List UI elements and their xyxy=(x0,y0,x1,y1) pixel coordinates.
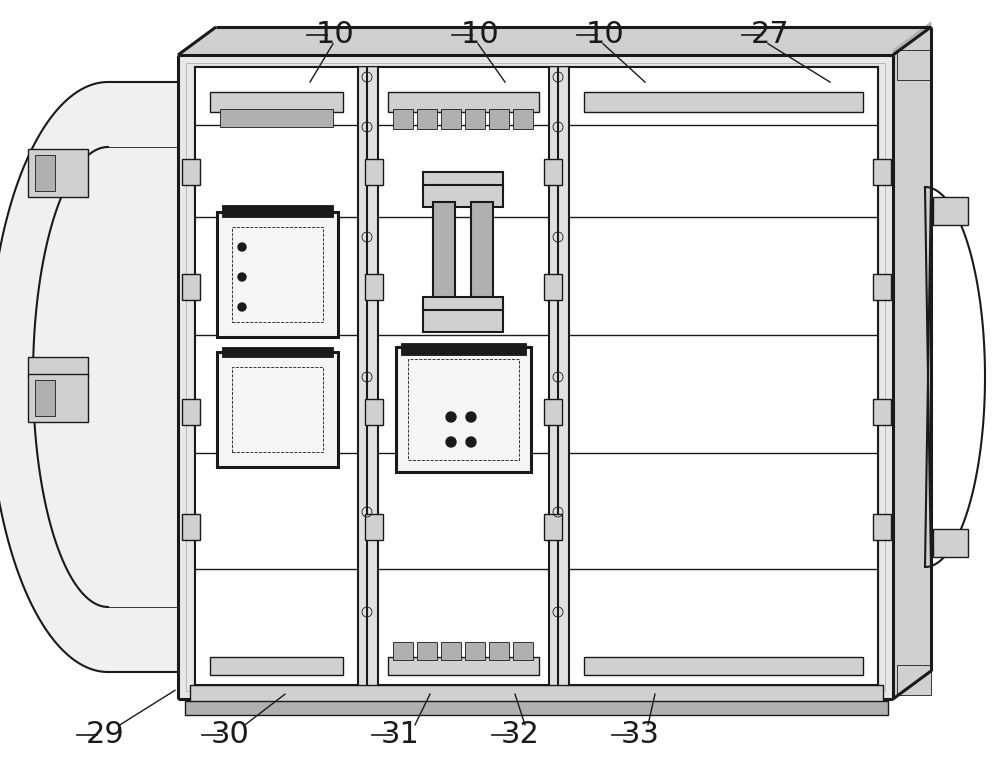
Bar xyxy=(186,63,885,691)
Polygon shape xyxy=(0,82,178,672)
Bar xyxy=(897,665,931,695)
Bar xyxy=(423,297,503,312)
Text: 29: 29 xyxy=(86,720,124,749)
Bar xyxy=(388,92,539,112)
Circle shape xyxy=(238,273,246,281)
Polygon shape xyxy=(893,27,931,699)
Bar xyxy=(220,109,333,127)
Bar xyxy=(182,159,200,185)
Polygon shape xyxy=(178,27,931,55)
Text: 10: 10 xyxy=(586,20,624,49)
Polygon shape xyxy=(893,22,931,55)
Bar xyxy=(423,310,503,332)
Bar xyxy=(232,367,323,452)
Bar xyxy=(222,205,333,217)
Bar xyxy=(28,374,88,422)
Bar xyxy=(408,359,519,460)
Text: 10: 10 xyxy=(461,20,499,49)
Circle shape xyxy=(466,437,476,447)
Bar xyxy=(897,50,931,80)
Bar xyxy=(365,399,383,425)
Bar xyxy=(190,685,883,703)
Bar xyxy=(471,202,493,302)
Bar xyxy=(232,227,323,322)
Bar xyxy=(393,642,413,660)
Bar xyxy=(465,109,485,129)
Bar xyxy=(489,109,509,129)
Bar xyxy=(544,159,562,185)
Bar xyxy=(465,642,485,660)
Bar xyxy=(195,67,358,685)
Text: 10: 10 xyxy=(316,20,354,49)
Bar xyxy=(35,155,55,191)
Circle shape xyxy=(238,243,246,251)
Bar xyxy=(210,657,343,675)
Text: 32: 32 xyxy=(501,720,539,749)
Bar xyxy=(378,67,549,685)
Bar xyxy=(569,67,878,685)
Text: 31: 31 xyxy=(381,720,419,749)
Bar xyxy=(195,67,878,685)
Bar xyxy=(584,657,863,675)
Bar xyxy=(365,159,383,185)
Bar xyxy=(544,514,562,540)
Bar xyxy=(210,92,343,112)
Bar xyxy=(933,529,968,557)
Bar xyxy=(28,357,88,377)
Bar xyxy=(393,109,413,129)
Bar xyxy=(873,159,891,185)
Text: 33: 33 xyxy=(620,720,660,749)
Bar xyxy=(441,109,461,129)
Bar xyxy=(513,642,533,660)
Bar xyxy=(396,347,531,472)
Bar xyxy=(513,109,533,129)
Bar xyxy=(28,149,88,197)
Bar xyxy=(417,109,437,129)
Bar xyxy=(182,514,200,540)
Bar xyxy=(378,67,549,685)
Text: 27: 27 xyxy=(751,20,789,49)
Bar xyxy=(569,67,878,685)
Bar xyxy=(933,197,968,225)
Bar xyxy=(423,185,503,207)
Bar xyxy=(423,172,503,187)
Bar xyxy=(441,642,461,660)
Bar xyxy=(873,274,891,300)
Bar xyxy=(217,212,338,337)
Bar xyxy=(178,55,893,699)
Bar xyxy=(544,399,562,425)
Bar xyxy=(584,92,863,112)
Bar xyxy=(222,347,333,357)
Circle shape xyxy=(446,437,456,447)
Text: 30: 30 xyxy=(211,720,249,749)
Bar xyxy=(35,380,55,416)
Bar xyxy=(544,274,562,300)
Bar xyxy=(185,701,888,715)
Bar xyxy=(873,514,891,540)
Bar xyxy=(401,343,526,355)
Bar xyxy=(873,399,891,425)
Bar xyxy=(195,67,358,685)
Bar xyxy=(365,274,383,300)
Bar xyxy=(358,67,378,685)
Circle shape xyxy=(238,303,246,311)
Bar xyxy=(417,642,437,660)
Bar xyxy=(489,642,509,660)
Bar xyxy=(182,274,200,300)
Bar xyxy=(217,352,338,467)
Bar xyxy=(549,67,569,685)
Circle shape xyxy=(446,412,456,422)
Bar xyxy=(433,202,455,302)
Circle shape xyxy=(466,412,476,422)
Bar xyxy=(182,399,200,425)
Bar xyxy=(365,514,383,540)
Bar xyxy=(388,657,539,675)
